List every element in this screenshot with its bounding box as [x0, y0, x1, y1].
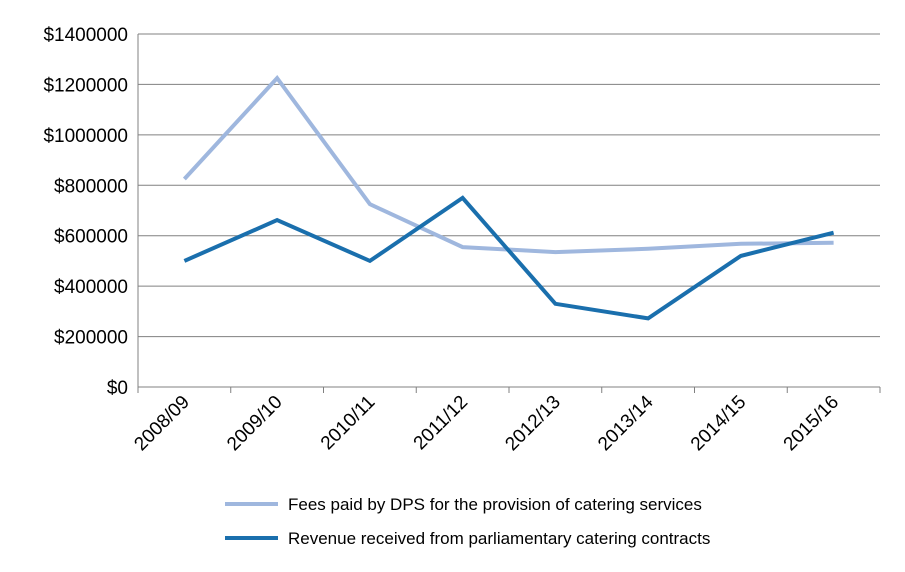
x-axis-tick-labels: 2008/09 2009/10 2010/11 2011/12 2012/13 2013/… — [130, 391, 843, 455]
x-tick-label: 2013/14 — [594, 391, 658, 455]
legend-label-revenue: Revenue received from parliamentary cate… — [288, 529, 710, 548]
legend-label-fees: Fees paid by DPS for the provision of ca… — [288, 495, 702, 514]
grid-lines — [137, 33, 881, 393]
series-line-fees — [182, 74, 834, 255]
y-tick-label: $600000 — [54, 227, 128, 248]
x-tick-label: 2011/12 — [410, 392, 472, 454]
series-lines — [182, 74, 835, 321]
y-tick-label: $1000000 — [43, 126, 128, 147]
x-tick-label: 2015/16 — [780, 392, 843, 455]
series-line-revenue — [183, 195, 835, 321]
x-tick-label: 2009/10 — [223, 392, 286, 455]
x-tick-label: 2008/09 — [130, 392, 193, 455]
x-tick-label: 2014/15 — [687, 392, 750, 455]
legend: Fees paid by DPS for the provision of ca… — [225, 495, 710, 548]
y-tick-label: $1400000 — [43, 25, 128, 46]
y-tick-label: $200000 — [54, 328, 128, 349]
y-tick-label: $800000 — [54, 176, 128, 197]
y-axis-tick-labels: $0 $200000 $400000 $600000 $800000 $1000000 $1… — [43, 25, 128, 399]
x-tick-label: 2012/13 — [501, 392, 564, 455]
y-tick-label: $1200000 — [43, 75, 128, 96]
x-tick-label: 2010/11 — [317, 392, 379, 454]
y-tick-label: $0 — [107, 378, 128, 399]
y-tick-label: $400000 — [54, 277, 128, 298]
